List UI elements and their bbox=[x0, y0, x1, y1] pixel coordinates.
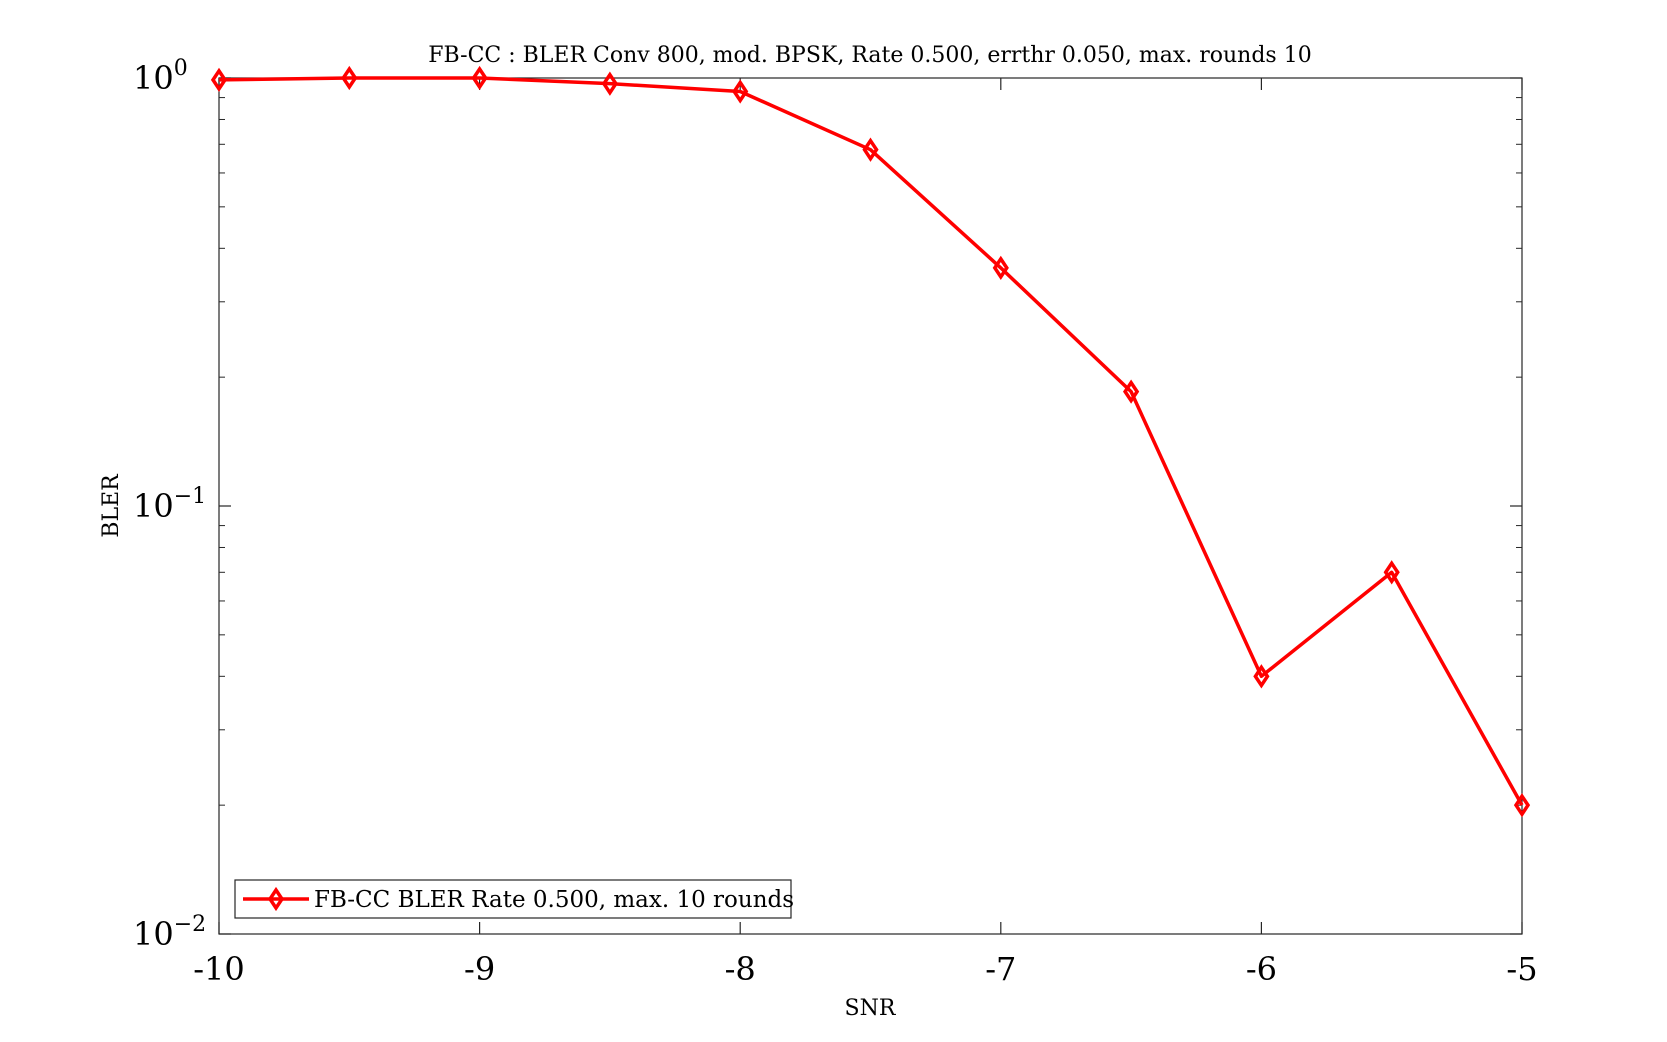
data-point-marker bbox=[1122, 379, 1140, 404]
data-point-marker bbox=[1513, 793, 1531, 818]
chart-title: FB-CC : BLER Conv 800, mod. BPSK, Rate 0… bbox=[428, 43, 1311, 68]
data-point-marker bbox=[341, 65, 358, 91]
series-line bbox=[218, 76, 1524, 807]
x-tick-label: -6 bbox=[1246, 950, 1277, 988]
axis-ticks bbox=[218, 77, 1523, 935]
x-tick-label: -5 bbox=[1506, 950, 1537, 988]
data-point-marker bbox=[210, 67, 228, 93]
legend-entry-label: FB-CC BLER Rate 0.500, max. 10 rounds bbox=[314, 887, 794, 913]
plot-area-frame bbox=[218, 77, 1523, 935]
y-axis-label: BLER bbox=[99, 473, 124, 538]
x-tick-label: -8 bbox=[725, 950, 756, 988]
legend-box bbox=[234, 879, 792, 919]
y-tick-label: 100 bbox=[133, 56, 188, 97]
y-tick-labels: 10−2 10−1 100 bbox=[133, 56, 206, 953]
data-point-marker bbox=[601, 71, 619, 96]
data-point-marker bbox=[732, 79, 749, 104]
data-point-marker bbox=[862, 137, 879, 162]
data-point-marker bbox=[1383, 560, 1400, 585]
y-minor-ticks bbox=[219, 97, 1522, 806]
y-tick-label: 10−1 bbox=[133, 484, 206, 525]
x-tick-label: -10 bbox=[193, 950, 245, 988]
x-tick-labels: -10 -9 -8 -7 -6 -5 bbox=[193, 950, 1537, 988]
legend-marker-swatch bbox=[267, 886, 285, 912]
data-point-marker bbox=[1253, 664, 1270, 689]
x-axis-label: SNR bbox=[845, 996, 897, 1021]
series-layer bbox=[210, 65, 1531, 818]
legend: FB-CC BLER Rate 0.500, max. 10 rounds bbox=[234, 879, 794, 919]
x-tick-label: -7 bbox=[985, 950, 1016, 988]
data-point-marker bbox=[992, 255, 1009, 281]
data-point-marker bbox=[471, 65, 488, 91]
y-tick-label: 10−2 bbox=[133, 912, 206, 953]
x-tick-label: -9 bbox=[464, 950, 495, 988]
